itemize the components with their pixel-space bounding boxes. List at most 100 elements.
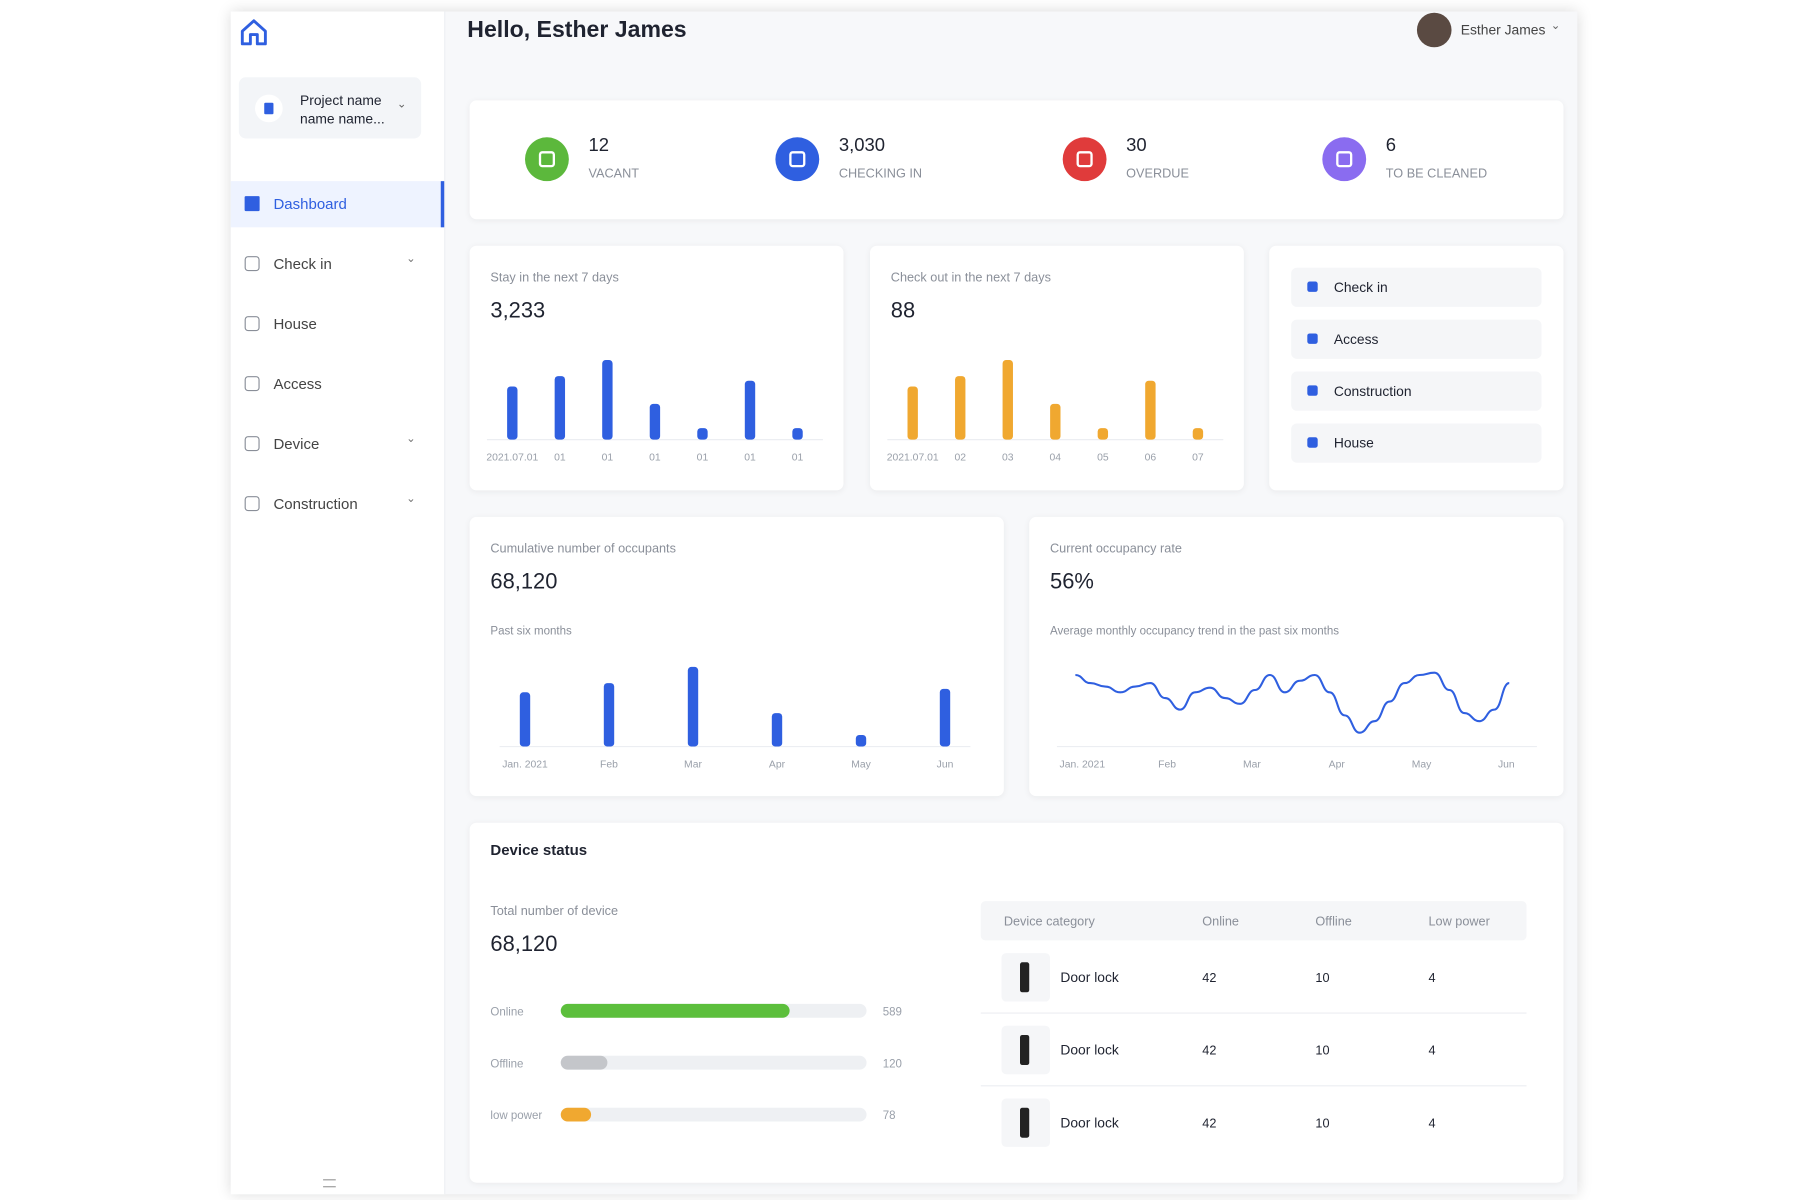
table-cell: Door lock [1060,969,1118,985]
nav-label: Check in [273,255,332,273]
bar [1050,403,1061,440]
chart-title: Check out in the next 7 days [890,271,1051,286]
x-tick-label: May [851,759,871,770]
action-label: Access [1333,331,1379,348]
bar [697,428,708,440]
logo [240,19,267,46]
x-tick-label: Mar [684,759,702,770]
action-icon [1307,333,1318,344]
bar-label: Online [490,1006,523,1018]
device-icon [1020,962,1030,993]
chart-subtitle: Average monthly occupancy trend in the p… [1050,625,1340,639]
bar-label: Offline [490,1058,523,1070]
table-cell: 42 [1202,1044,1216,1058]
x-tick-label: 01 [697,452,709,463]
chart-total: 88 [890,298,916,324]
action-icon [1307,281,1318,292]
chart: Jan. 2021 Feb Mar Apr May Jun [499,666,971,770]
bar [560,1003,790,1018]
bar [649,403,661,440]
project-selector[interactable]: Project name name name... ⌄ [238,77,422,139]
device-card: Device status Total number of device 68,12… [469,822,1564,1183]
action-icon [1307,385,1318,396]
chart: 2021.07.01 02 03 04 05 06 07 [887,360,1224,463]
chart-title: Stay in the next 7 days [490,271,619,286]
chevron: ⌄ [406,432,416,446]
bar [907,386,918,440]
bar [554,376,566,440]
table-header: Device category [1004,914,1096,928]
project-icon [255,94,283,123]
stat-value: 6 [1385,136,1397,156]
bar [792,428,803,440]
bar [519,692,531,747]
nav-item[interactable]: Dashboard [230,181,445,228]
nav-item[interactable]: Access [231,361,444,407]
bar [939,688,951,747]
stat-glyph [538,151,556,168]
chart-total: 68,120 [490,570,558,595]
table-cell: 4 [1428,971,1435,985]
chart: Jan. 2021 Feb Mar Apr May Jun [1056,671,1537,770]
avatar[interactable] [1416,12,1452,48]
quick-action[interactable]: Construction [1291,371,1542,411]
device-icon [1020,1035,1030,1066]
nav-item[interactable]: House [231,301,444,347]
action-label: Check in [1333,279,1388,296]
occupants-card: Cumulative number of occupants 68,120 Past… [469,516,1004,797]
stat-value: 3,030 [838,136,886,156]
chart-title: Cumulative number of occupants [490,542,676,557]
table-cell: 10 [1315,971,1329,985]
chart-title: Current occupancy rate [1050,542,1182,557]
project-name: Project name name name... [300,92,385,127]
bar [1097,428,1109,440]
bar-value: 120 [883,1058,902,1070]
nav-label: Construction [273,495,358,513]
user-name[interactable]: Esther James [1460,21,1546,39]
chart-subtitle: Past six months [490,625,572,639]
x-tick-label: 05 [1097,452,1109,463]
card-title: Device status [490,841,588,859]
nav-item[interactable]: Device ⌄ [231,421,444,467]
stat-label: TO BE CLEANED [1385,167,1488,182]
device-icon [1020,1107,1030,1138]
greeting: Hello, Esther James [467,17,687,43]
quick-action[interactable]: Check in [1291,267,1542,307]
quick-action[interactable]: Access [1291,319,1542,359]
nav-item[interactable]: Check in ⌄ [231,241,444,287]
occupancy-card: Current occupancy rate 56% Average monthly… [1029,516,1564,797]
x-tick-label: Feb [1158,759,1176,770]
stat-icon [775,137,820,182]
x-tick-label: 2021.07.01 [486,452,538,463]
x-tick-label: 01 [792,452,804,463]
table-cell: 4 [1428,1116,1435,1130]
action-icon [1307,437,1318,448]
line [1075,671,1510,734]
nav-icon [244,376,260,392]
action-label: Construction [1333,383,1412,400]
nav-item[interactable]: Construction ⌄ [231,481,444,527]
stat-value: 30 [1126,136,1147,156]
nav-label: House [273,315,317,333]
quick-action[interactable]: House [1291,423,1542,463]
stats-card: 12 VACANT 3,030 CHECKING IN 30 OVERDUE 6 TO BE … [469,100,1564,220]
table-cell: 42 [1202,1116,1216,1130]
bar-track [560,1055,867,1070]
table-cell: Door lock [1060,1114,1118,1130]
x-tick-label: 01 [744,452,756,463]
bar [1192,428,1204,440]
x-tick-label: 02 [954,452,966,463]
bar [1145,380,1156,440]
x-tick-label: 06 [1145,452,1157,463]
chart: Online 589 Offline 120 low power 78 Device cat… [490,901,1527,1147]
table-cell: 4 [1428,1044,1435,1058]
bar [560,1107,592,1122]
table-cell: Door lock [1060,1042,1118,1058]
chevron: ⌄ [396,98,407,111]
quick-actions-card: Check in Access Construction House [1269,245,1564,491]
chevron: ⌄ [406,492,416,506]
nav-label: Dashboard [273,195,347,213]
x-tick-label: Jan. 2021 [1060,759,1106,770]
chevron: ⌄ [406,252,416,266]
